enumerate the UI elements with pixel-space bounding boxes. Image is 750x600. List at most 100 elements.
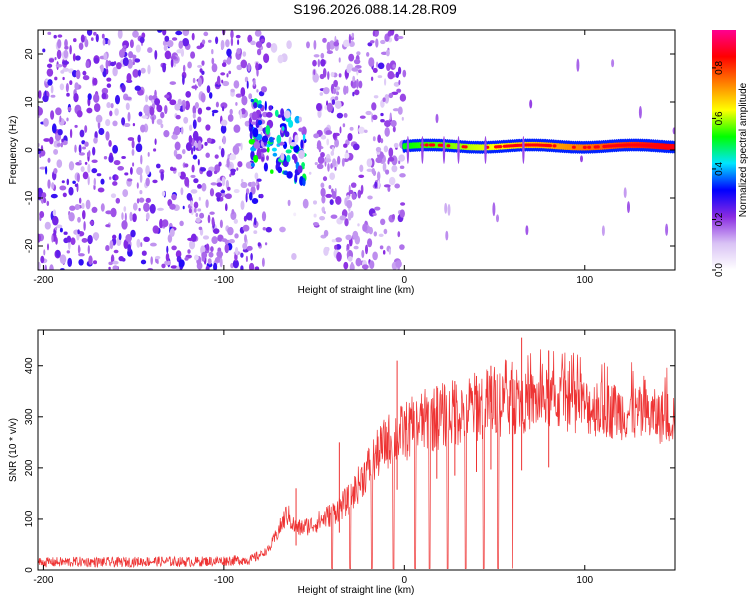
noise-speckle: [324, 158, 332, 163]
noise-speckle: [399, 165, 405, 169]
noise-speckle: [222, 80, 230, 87]
noise-speckle: [390, 119, 397, 128]
noise-speckle: [74, 183, 78, 187]
noise-speckle: [163, 45, 168, 51]
noise-speckle: [212, 112, 215, 117]
noise-speckle: [77, 229, 80, 235]
noise-speckle: [385, 49, 390, 57]
noise-speckle: [72, 180, 76, 185]
noise-speckle: [166, 245, 169, 254]
noise-speckle: [69, 45, 72, 55]
noise-speckle: [377, 75, 383, 79]
noise-speckle: [226, 48, 232, 57]
noise-speckle: [350, 182, 357, 188]
noise-speckle: [221, 238, 228, 243]
noise-speckle: [211, 217, 215, 227]
noise-speckle: [145, 212, 150, 220]
noise-speckle: [265, 226, 272, 233]
noise-speckle: [200, 92, 206, 103]
noise-speckle: [208, 92, 213, 99]
noise-speckle: [66, 235, 72, 243]
noise-speckle: [312, 222, 319, 226]
noise-speckle: [286, 40, 292, 49]
spectral-speckle: [444, 202, 448, 214]
noise-speckle: [205, 152, 210, 158]
noise-speckle: [234, 246, 239, 256]
noise-speckle: [42, 48, 46, 53]
spectral-speckle: [665, 223, 669, 236]
noise-speckle: [97, 187, 105, 193]
carrier-core: [671, 145, 675, 149]
noise-speckle: [44, 165, 48, 175]
noise-speckle: [92, 146, 96, 156]
noise-speckle: [112, 66, 118, 77]
carrier-core: [446, 144, 451, 148]
signal-blob: [301, 161, 305, 168]
noise-speckle: [140, 154, 143, 165]
noise-speckle: [176, 265, 180, 270]
noise-speckle: [379, 245, 384, 250]
carrier-core: [582, 145, 587, 149]
noise-speckle: [112, 265, 119, 270]
noise-speckle: [189, 239, 196, 250]
noise-speckle: [182, 64, 186, 73]
noise-speckle: [140, 259, 147, 265]
signal-blob: [249, 130, 253, 140]
noise-speckle: [64, 45, 69, 50]
noise-speckle: [343, 261, 349, 270]
noise-speckle: [326, 102, 333, 113]
noise-speckle: [383, 228, 388, 235]
noise-speckle: [91, 159, 98, 164]
noise-speckle: [387, 70, 395, 80]
noise-speckle: [254, 172, 259, 180]
spectral-speckle: [638, 105, 642, 119]
noise-speckle: [118, 233, 122, 241]
noise-speckle: [163, 130, 170, 138]
noise-speckle: [98, 127, 105, 136]
noise-speckle: [182, 75, 185, 85]
carrier-core: [424, 143, 429, 147]
noise-speckle: [82, 75, 90, 81]
noise-speckle: [314, 162, 318, 166]
noise-speckle: [137, 134, 141, 143]
noise-speckle: [312, 59, 317, 67]
noise-speckle: [369, 40, 375, 44]
noise-speckle: [263, 53, 270, 64]
noise-speckle: [68, 161, 75, 171]
noise-speckle: [145, 94, 149, 103]
noise-speckle: [261, 257, 265, 267]
noise-speckle: [397, 66, 402, 75]
noise-speckle: [182, 205, 185, 210]
noise-speckle: [190, 189, 198, 194]
noise-speckle: [333, 41, 340, 47]
noise-speckle: [352, 91, 355, 97]
noise-speckle: [366, 51, 370, 57]
noise-speckle: [93, 177, 97, 187]
noise-speckle: [140, 242, 143, 248]
noise-speckle: [250, 40, 256, 46]
noise-speckle: [333, 79, 338, 88]
noise-speckle: [293, 212, 297, 217]
noise-speckle: [394, 33, 400, 42]
noise-speckle: [100, 203, 105, 212]
noise-speckle: [255, 62, 259, 71]
noise-speckle: [383, 145, 389, 153]
noise-speckle: [140, 67, 146, 74]
noise-speckle: [81, 140, 86, 145]
noise-speckle: [61, 180, 65, 184]
noise-speckle: [101, 33, 105, 39]
noise-speckle: [205, 243, 210, 251]
signal-blob: [248, 138, 256, 145]
chart-title: S196.2026.088.14.28.R09: [293, 1, 457, 17]
noise-speckle: [387, 186, 391, 192]
signal-blob: [274, 109, 279, 117]
noise-speckle: [264, 242, 268, 246]
noise-speckle: [236, 64, 243, 71]
noise-speckle: [68, 212, 75, 222]
noise-speckle: [228, 70, 232, 75]
noise-speckle: [230, 168, 236, 173]
noise-speckle: [184, 176, 190, 187]
noise-speckle: [170, 265, 178, 269]
noise-speckle: [227, 226, 234, 236]
noise-speckle: [49, 264, 54, 270]
